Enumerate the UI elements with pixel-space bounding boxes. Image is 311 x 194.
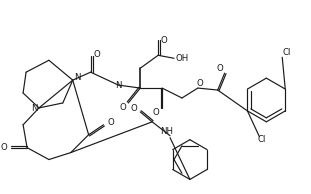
Text: Cl: Cl: [257, 135, 266, 144]
Text: OH: OH: [175, 54, 188, 63]
Text: NH: NH: [160, 127, 174, 136]
Text: O: O: [197, 79, 203, 88]
Text: N: N: [115, 81, 122, 90]
Text: O: O: [1, 143, 7, 152]
Text: N: N: [31, 104, 37, 113]
Text: O: O: [153, 108, 160, 117]
Text: O: O: [216, 64, 223, 73]
Text: O: O: [119, 103, 126, 112]
Text: Cl: Cl: [282, 48, 290, 57]
Text: O: O: [107, 118, 114, 127]
Text: N: N: [74, 73, 81, 82]
Text: O: O: [131, 104, 138, 113]
Text: O: O: [93, 50, 100, 59]
Text: O: O: [161, 36, 167, 45]
